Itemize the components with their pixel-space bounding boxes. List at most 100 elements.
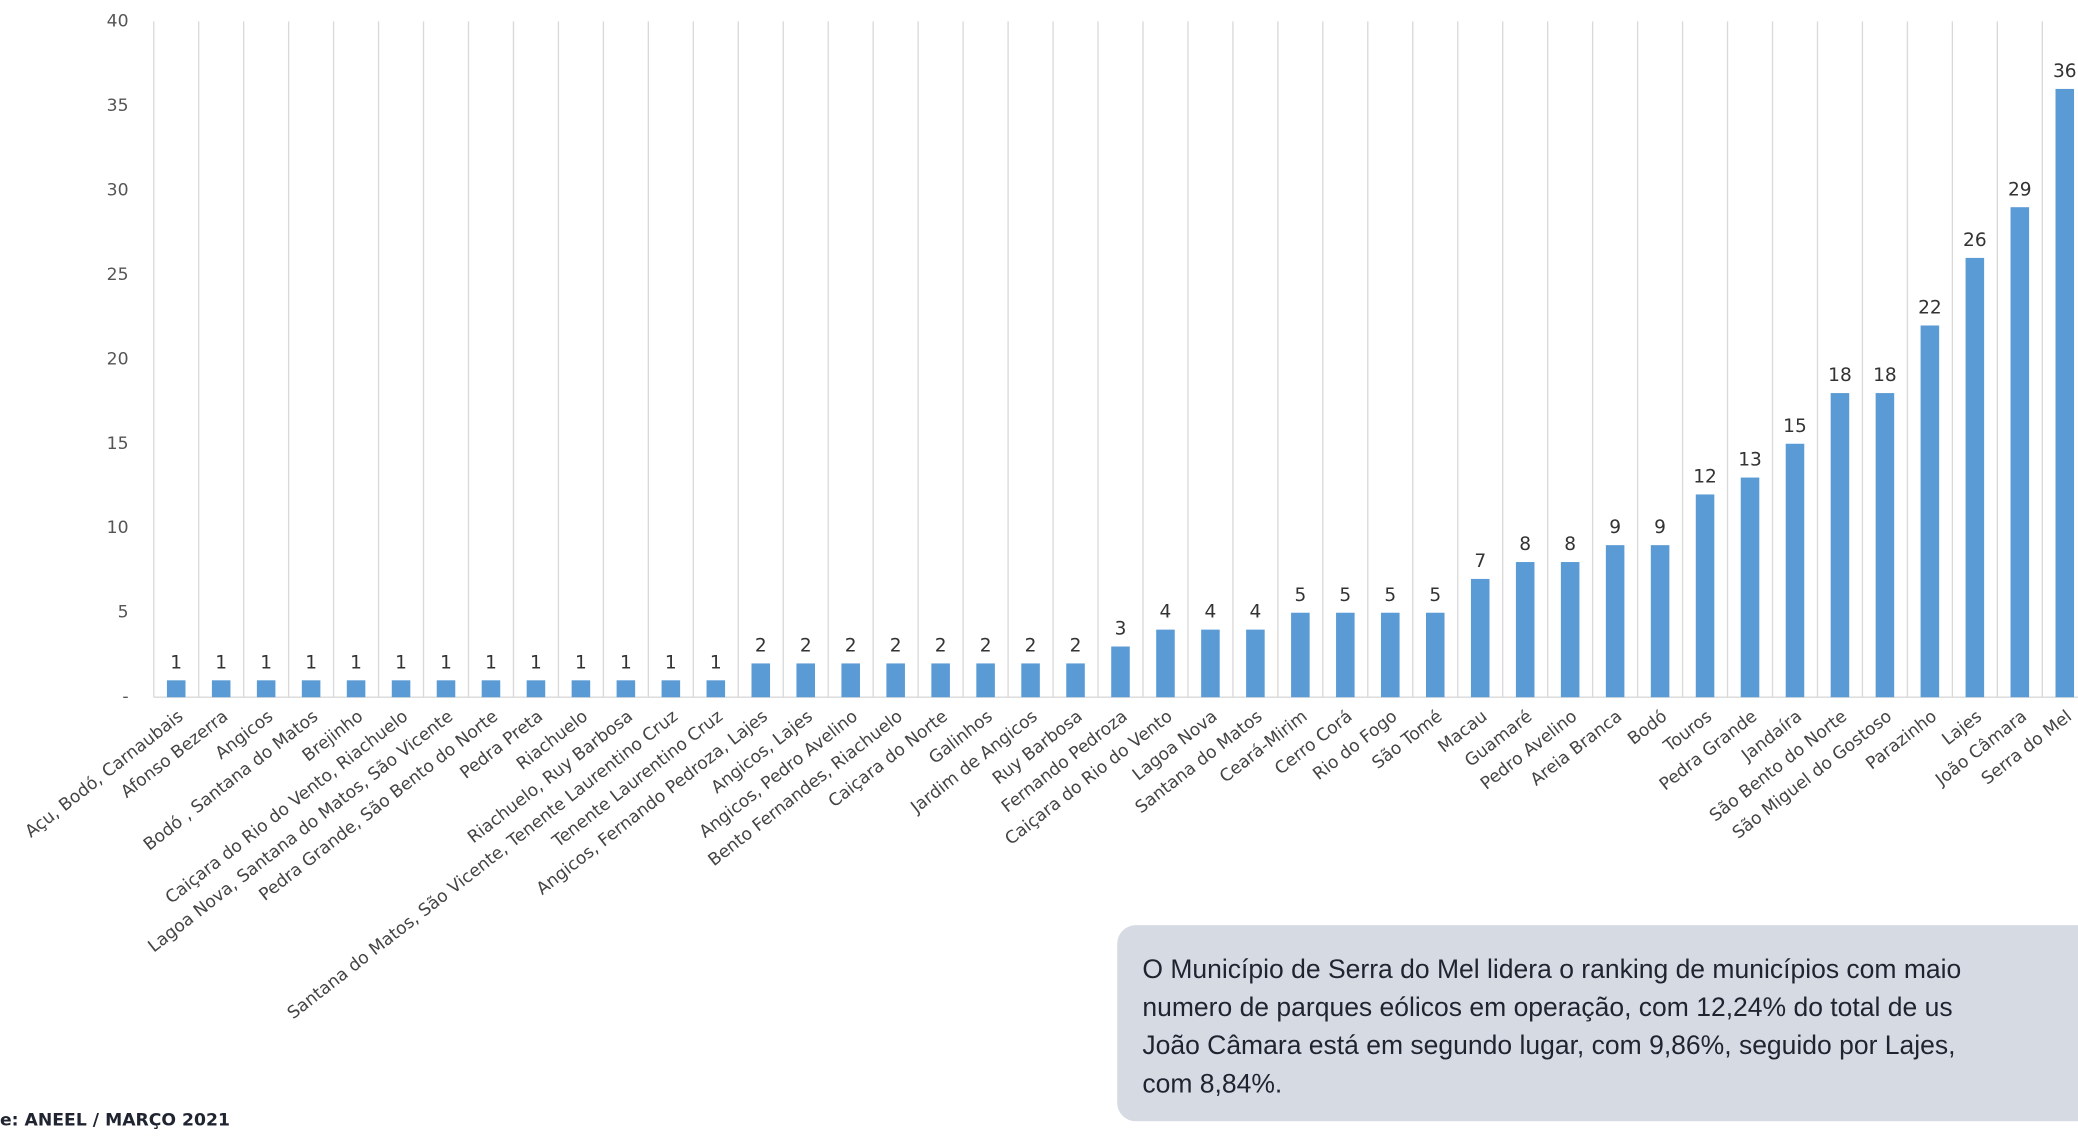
bar xyxy=(751,663,771,698)
note-text: com 8,84%. xyxy=(1142,1068,1282,1098)
bar xyxy=(1066,663,1085,698)
bar xyxy=(1875,393,1895,698)
value-label: 12 xyxy=(1693,467,1717,488)
value-label: 2 xyxy=(800,635,812,656)
value-label: 5 xyxy=(1294,585,1306,606)
bar xyxy=(1515,562,1535,698)
bar xyxy=(526,680,546,698)
value-label: 8 xyxy=(1519,534,1531,555)
bar xyxy=(1111,646,1130,698)
source: e: ANEEL / MARÇO 2021 xyxy=(0,1110,230,1130)
y-tick-label: 5 xyxy=(118,603,129,623)
note-text: João Câmara está em segundo lugar, com 9… xyxy=(1142,1030,1955,1060)
value-label: 1 xyxy=(260,652,272,673)
value-label: 9 xyxy=(1609,517,1621,538)
bar xyxy=(301,680,321,698)
value-label: 1 xyxy=(215,652,227,673)
value-label: 15 xyxy=(1783,416,1807,437)
bar xyxy=(976,663,995,698)
value-label: 22 xyxy=(1918,298,1942,319)
value-label: 18 xyxy=(1828,365,1852,386)
bar xyxy=(886,663,905,698)
value-label: 1 xyxy=(350,652,362,673)
bar xyxy=(1291,612,1310,698)
bar xyxy=(1830,393,1850,698)
value-label: 5 xyxy=(1429,585,1441,606)
bar xyxy=(1156,629,1175,698)
bar xyxy=(1695,494,1715,698)
value-label: 1 xyxy=(530,652,542,673)
value-label: 1 xyxy=(575,652,587,673)
bar xyxy=(1470,578,1490,698)
bar xyxy=(796,663,816,698)
value-label: 18 xyxy=(1873,365,1897,386)
bar xyxy=(2010,207,2030,698)
bar xyxy=(1965,257,1985,698)
bar xyxy=(931,663,950,698)
value-label: 1 xyxy=(665,652,677,673)
value-label: 2 xyxy=(1025,635,1037,656)
bar xyxy=(1560,562,1580,698)
bar xyxy=(1650,545,1670,698)
value-label: 2 xyxy=(845,635,857,656)
bar xyxy=(1201,629,1220,698)
note-text: numero de parques eólicos em operação, c… xyxy=(1142,992,1952,1022)
bar xyxy=(211,680,231,698)
value-label: 1 xyxy=(710,652,722,673)
value-label: 3 xyxy=(1115,619,1127,640)
value-label: 5 xyxy=(1384,585,1396,606)
value-label: 2 xyxy=(755,635,767,656)
value-label: 7 xyxy=(1474,551,1486,572)
note-text: O Município de Serra do Mel lidera o ran… xyxy=(1142,954,1961,984)
bar xyxy=(1381,612,1400,698)
bar xyxy=(841,663,860,698)
bar xyxy=(571,680,591,698)
y-tick-label: - xyxy=(122,687,128,707)
bar xyxy=(1740,477,1760,698)
value-label: 5 xyxy=(1339,585,1351,606)
y-tick-label: 40 xyxy=(107,11,129,31)
value-label: 4 xyxy=(1160,602,1172,623)
y-tick-label: 35 xyxy=(107,96,129,116)
bar xyxy=(1785,443,1805,698)
value-label: 1 xyxy=(170,652,182,673)
value-label: 29 xyxy=(2008,179,2032,200)
bar xyxy=(1246,629,1265,698)
value-label: 13 xyxy=(1738,450,1762,471)
y-tick-label: 30 xyxy=(107,180,129,200)
bar xyxy=(616,680,636,698)
bar xyxy=(1425,612,1445,698)
bar xyxy=(2055,88,2075,698)
bar xyxy=(481,680,501,698)
bar xyxy=(346,680,366,698)
bar xyxy=(1021,663,1040,698)
bar xyxy=(436,680,456,698)
bar xyxy=(1605,545,1625,698)
value-label: 8 xyxy=(1564,534,1576,555)
bar xyxy=(166,680,186,698)
value-label: 2 xyxy=(935,635,947,656)
bar xyxy=(706,680,726,698)
value-label: 4 xyxy=(1205,602,1217,623)
value-label: 1 xyxy=(395,652,407,673)
value-label: 2 xyxy=(1070,635,1082,656)
note-box xyxy=(1117,925,2078,1122)
bar xyxy=(1920,325,1940,698)
value-label: 2 xyxy=(980,635,992,656)
bar xyxy=(256,680,276,698)
bar xyxy=(661,680,681,698)
y-tick-label: 15 xyxy=(107,434,129,454)
value-label: 2 xyxy=(890,635,902,656)
bar xyxy=(391,680,411,698)
value-label: 9 xyxy=(1654,517,1666,538)
value-label: 1 xyxy=(305,652,317,673)
y-tick-label: 20 xyxy=(107,349,129,369)
value-label: 26 xyxy=(1963,230,1987,251)
bar xyxy=(1336,612,1355,698)
y-tick-label: 25 xyxy=(107,265,129,285)
value-label: 1 xyxy=(485,652,497,673)
value-label: 1 xyxy=(620,652,632,673)
y-tick-label: 10 xyxy=(107,518,129,538)
